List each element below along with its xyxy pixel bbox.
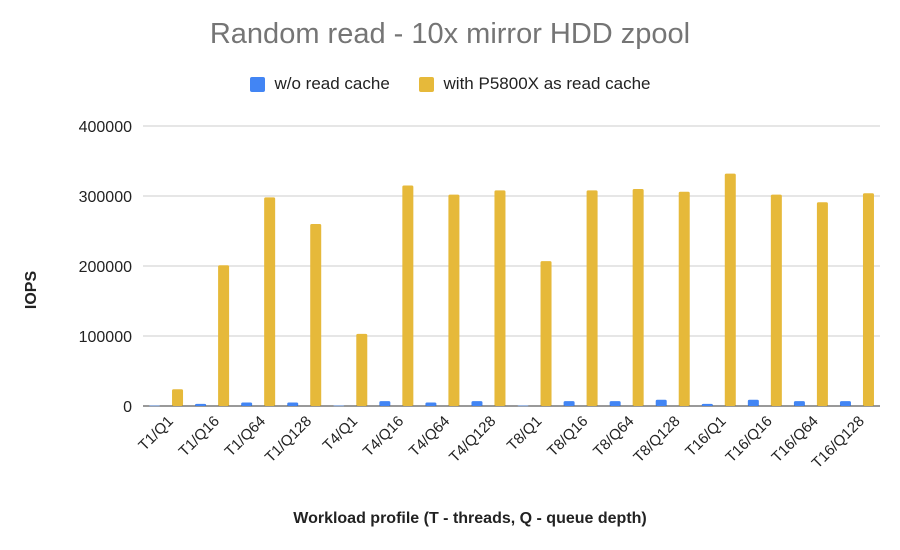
legend-swatch-without-cache	[249, 76, 265, 92]
legend-item-with-cache: with P5800X as read cache	[418, 74, 651, 94]
legend-label-with-cache: with P5800X as read cache	[443, 74, 651, 93]
bar-with-cache	[724, 173, 736, 406]
y-tick-label: 300000	[79, 189, 132, 206]
x-tick-label: T8/Q16	[544, 413, 591, 460]
y-tick-label: 400000	[79, 119, 132, 136]
bar-with-cache	[862, 193, 874, 406]
legend: w/o read cache with P5800X as read cache	[0, 74, 900, 97]
bar-with-cache	[770, 194, 782, 406]
bar-without-cache	[563, 401, 575, 406]
bar-with-cache	[816, 202, 828, 406]
x-tick-label: T4/Q1	[320, 413, 361, 454]
bar-without-cache	[287, 402, 299, 406]
bar-with-cache	[218, 265, 230, 406]
bar-with-cache	[356, 333, 368, 406]
bar-without-cache	[793, 401, 805, 406]
y-tick-label: 0	[123, 399, 132, 416]
bar-without-cache	[471, 401, 483, 406]
bar-with-cache	[586, 190, 598, 406]
bar-with-cache	[632, 189, 644, 406]
x-tick-label: T4/Q16	[360, 413, 407, 460]
x-tick-label: T1/Q128	[262, 413, 315, 466]
bar-with-cache	[310, 224, 322, 406]
bar-with-cache	[494, 190, 506, 406]
bar-with-cache	[264, 197, 276, 406]
bar-without-cache	[839, 401, 851, 406]
y-tick-label: 100000	[79, 329, 132, 346]
bar-without-cache	[379, 401, 391, 406]
x-tick-label: T16/Q16	[722, 413, 775, 466]
legend-swatch-with-cache	[418, 76, 434, 92]
bar-without-cache	[149, 405, 161, 407]
chart-title: Random read - 10x mirror HDD zpool	[209, 18, 691, 50]
x-axis-label: Workload profile (T - threads, Q - queue…	[293, 510, 647, 527]
bar-without-cache	[195, 403, 207, 406]
bar-with-cache	[402, 185, 414, 406]
y-axis-label: IOPS	[23, 270, 40, 310]
x-tick-label: T8/Q128	[630, 413, 683, 466]
legend-item-without-cache: w/o read cache	[249, 74, 390, 94]
bar-without-cache	[701, 403, 713, 406]
bar-with-cache	[448, 194, 460, 406]
bar-without-cache	[241, 402, 253, 406]
x-tick-label: T1/Q1	[135, 413, 176, 454]
bar-with-cache	[678, 191, 690, 406]
bar-without-cache	[333, 405, 345, 407]
bar-without-cache	[655, 399, 667, 406]
x-tick-label: T4/Q128	[446, 413, 499, 466]
bar-without-cache	[747, 399, 759, 406]
bar-without-cache	[425, 402, 437, 406]
bar-without-cache	[517, 405, 529, 407]
x-tick-label: T8/Q1	[504, 413, 545, 454]
y-tick-label: 200000	[79, 259, 132, 276]
bar-with-cache	[172, 389, 184, 406]
bar-with-cache	[540, 261, 552, 406]
legend-label-without-cache: w/o read cache	[274, 74, 390, 93]
x-tick-label: T1/Q16	[176, 413, 223, 460]
bar-without-cache	[609, 401, 621, 406]
